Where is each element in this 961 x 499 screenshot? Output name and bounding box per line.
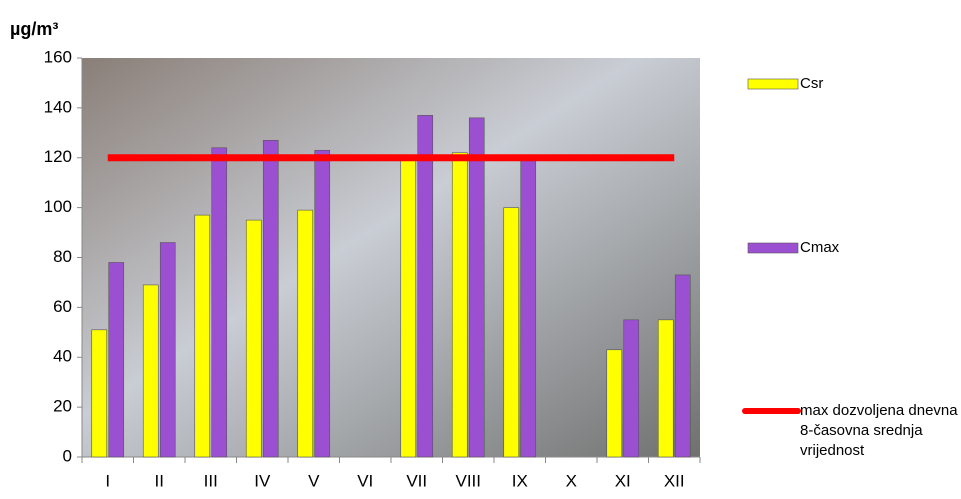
- x-tick-label: III: [204, 471, 218, 490]
- x-tick-label: XII: [664, 471, 685, 490]
- y-axis-label: µg/m³: [10, 19, 58, 39]
- bar: [159, 242, 176, 458]
- y-tick-label: 20: [53, 397, 72, 416]
- legend-swatch: [747, 78, 799, 90]
- bar: [297, 209, 314, 458]
- bar: [262, 139, 279, 458]
- legend-label: Csr: [800, 75, 823, 92]
- legend-label: Cmax: [800, 239, 840, 256]
- bar: [417, 115, 434, 458]
- x-tick-label: VII: [406, 471, 427, 490]
- plot-background: [82, 58, 700, 457]
- bar: [606, 349, 623, 458]
- bar: [314, 149, 331, 458]
- bar: [674, 274, 691, 458]
- x-tick-label: X: [566, 471, 577, 490]
- x-tick-label: IX: [512, 471, 528, 490]
- x-tick-label: XI: [615, 471, 631, 490]
- bar: [451, 152, 468, 458]
- x-tick-label: IV: [254, 471, 271, 490]
- x-tick-label: I: [105, 471, 110, 490]
- legend-label: max dozvoljena dnevna 8-časovna srednja …: [800, 402, 958, 459]
- x-tick-label: VIII: [455, 471, 481, 490]
- bar: [211, 147, 228, 458]
- bar: [194, 214, 211, 458]
- bar: [245, 219, 262, 458]
- bar: [400, 154, 417, 458]
- y-tick-label: 0: [63, 446, 72, 465]
- y-tick-label: 140: [44, 97, 72, 116]
- y-tick-label: 60: [53, 297, 72, 316]
- y-tick-label: 120: [44, 147, 72, 166]
- bar: [503, 207, 520, 458]
- y-tick-label: 100: [44, 197, 72, 216]
- bar: [657, 319, 674, 458]
- x-tick-label: V: [308, 471, 320, 490]
- y-tick-label: 80: [53, 247, 72, 266]
- bar: [468, 117, 485, 458]
- y-tick-label: 40: [53, 347, 72, 366]
- y-tick-label: 160: [44, 47, 72, 66]
- bar: [108, 262, 125, 458]
- bar: [520, 159, 537, 458]
- bar: [623, 319, 640, 458]
- x-tick-label: VI: [357, 471, 373, 490]
- bar: [142, 284, 159, 458]
- x-tick-label: II: [155, 471, 164, 490]
- bar: [91, 329, 108, 458]
- legend-swatch: [747, 242, 799, 254]
